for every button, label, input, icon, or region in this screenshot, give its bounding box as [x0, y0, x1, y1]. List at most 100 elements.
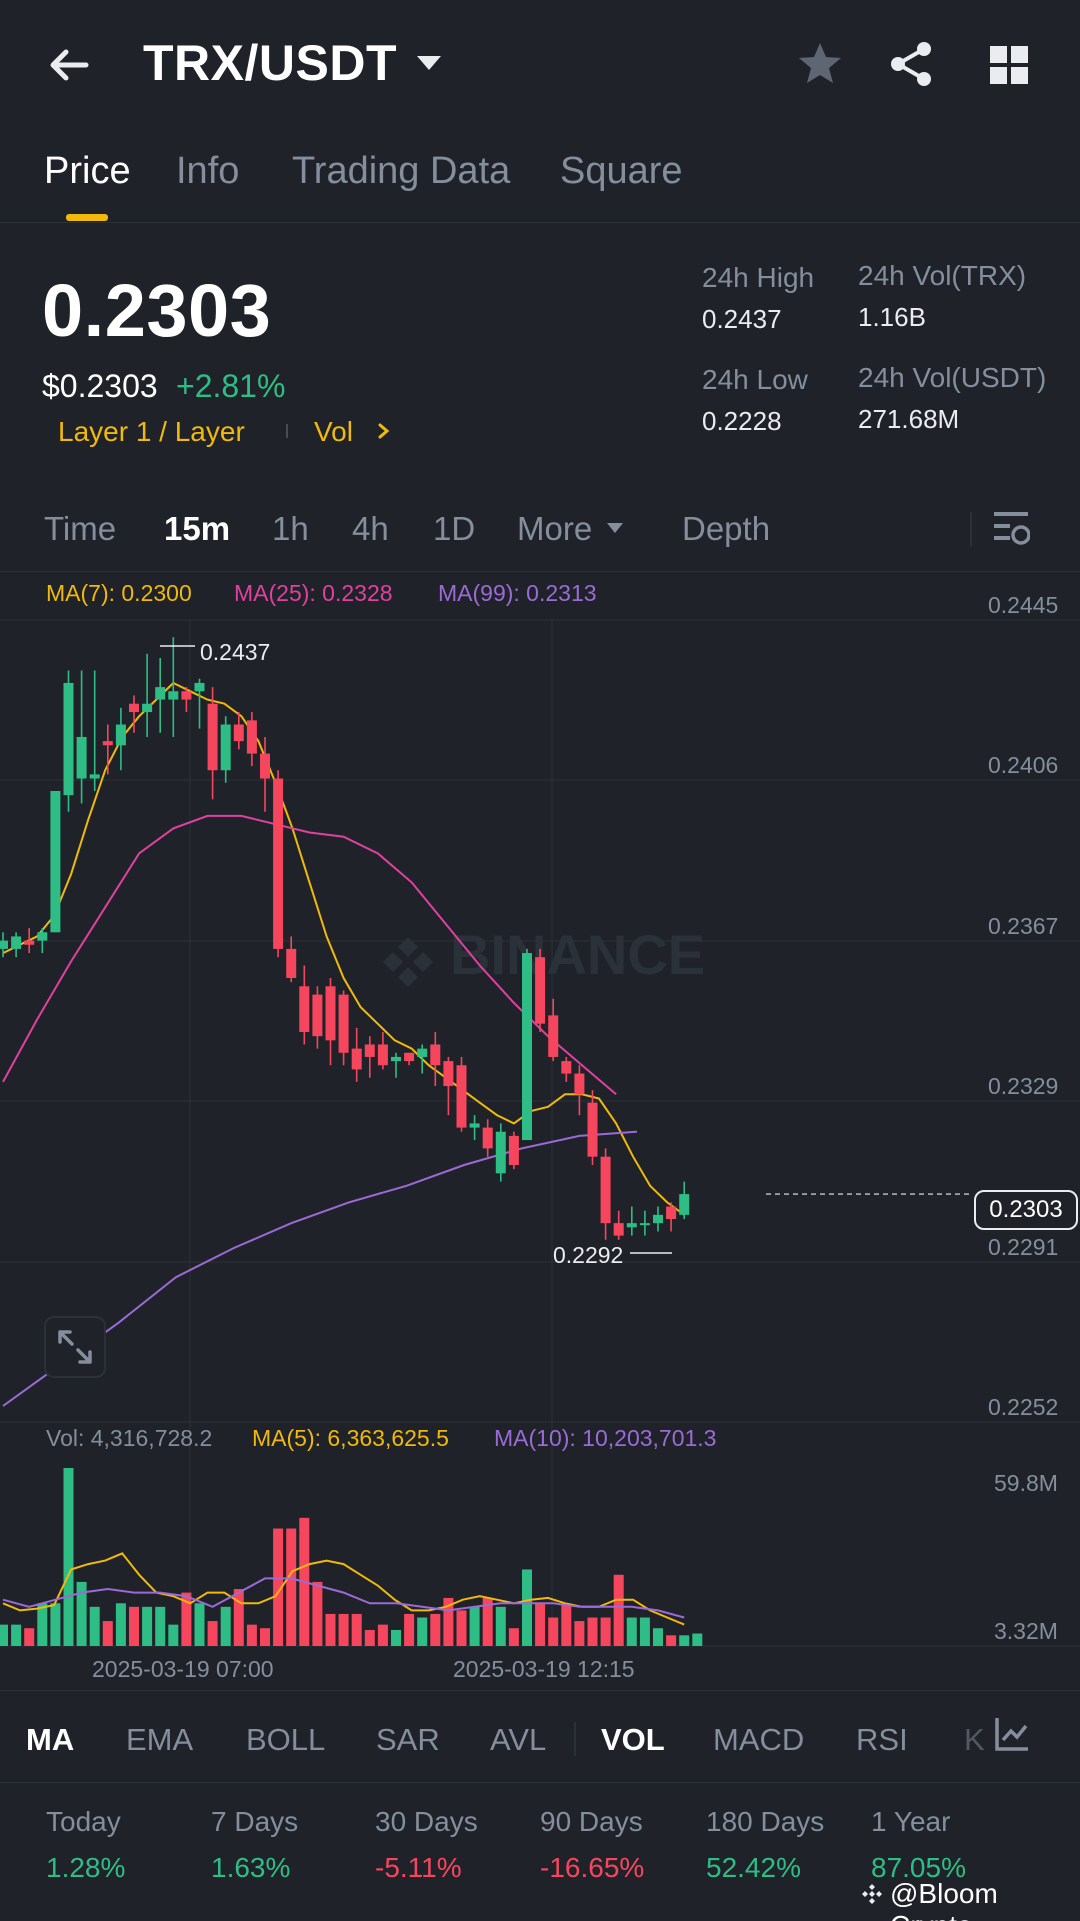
volume-bar — [443, 1597, 454, 1646]
indicator-ema[interactable]: EMA — [126, 1722, 194, 1757]
volume-bar — [233, 1589, 244, 1646]
volume-bar — [76, 1581, 87, 1646]
candle-body — [207, 703, 218, 771]
candle-body — [89, 774, 100, 779]
share-icon[interactable] — [888, 40, 934, 88]
ma25-line — [2, 814, 617, 1096]
tab-trading-data[interactable]: Trading Data — [292, 150, 511, 192]
volume-bar — [102, 1621, 113, 1646]
chevron-right-icon[interactable] — [376, 420, 392, 442]
last-price: 0.2303 — [42, 269, 272, 352]
candle-body — [600, 1156, 611, 1224]
ma7-legend: MA(7): 0.2300 — [46, 580, 192, 606]
back-arrow-icon[interactable] — [44, 40, 94, 90]
perf-label-7d: 7 Days — [211, 1806, 299, 1837]
bloom-crypto-watermark: @Bloom Crypto — [890, 1878, 998, 1921]
vol-ma5-legend: MA(5): 6,363,625.5 — [252, 1425, 449, 1451]
volume-bar — [666, 1635, 677, 1646]
volume-bar — [168, 1624, 179, 1646]
volume-bar — [63, 1468, 74, 1646]
candle-body — [574, 1073, 585, 1095]
candle-body — [653, 1214, 663, 1224]
star-icon[interactable] — [796, 40, 844, 88]
caret-down-icon[interactable] — [605, 521, 625, 535]
candle-body — [417, 1048, 428, 1057]
chart-settings-icon[interactable] — [994, 508, 1030, 548]
indicator-vol[interactable]: VOL — [601, 1722, 665, 1757]
volume-bar — [220, 1606, 231, 1646]
candle-body — [63, 682, 74, 796]
category-separator — [286, 424, 288, 438]
watermark-text: BINANCE — [450, 923, 705, 986]
interval-more[interactable]: More — [517, 510, 593, 547]
candle-body — [404, 1052, 415, 1062]
perf-label-1y: 1 Year — [871, 1806, 951, 1837]
volume-bar — [377, 1624, 388, 1646]
price-change-percent: +2.81% — [176, 368, 286, 404]
candle-body — [233, 724, 244, 742]
volume-bar — [11, 1624, 22, 1646]
volume-bar — [469, 1606, 480, 1646]
interval-1h[interactable]: 1h — [272, 510, 309, 547]
candle-body — [260, 753, 270, 779]
candle-body — [338, 994, 349, 1053]
volume-bar — [312, 1581, 323, 1646]
volume-bar — [246, 1624, 257, 1646]
interval-4h[interactable]: 4h — [352, 510, 389, 547]
candlestick-chart[interactable]: BINANCE 0.2437 0.2292 — [0, 572, 1080, 1652]
interval-time[interactable]: Time — [44, 510, 117, 547]
indicator-k[interactable]: K — [964, 1722, 985, 1757]
vol-link[interactable]: Vol — [314, 416, 353, 447]
vol-usdt-label: 24h Vol(USDT) — [858, 362, 1047, 393]
interval-1d[interactable]: 1D — [433, 510, 476, 547]
volume-bar — [495, 1606, 506, 1646]
tab-price[interactable]: Price — [44, 150, 131, 192]
indicator-macd[interactable]: MACD — [713, 1722, 805, 1757]
volume-bar — [155, 1606, 166, 1646]
volume-bar — [181, 1592, 192, 1646]
candle-body — [273, 778, 284, 949]
ma99-line — [2, 1130, 638, 1407]
candle-body — [76, 736, 87, 779]
grid-icon[interactable] — [988, 44, 1030, 86]
indicator-rsi[interactable]: RSI — [856, 1722, 908, 1757]
indicator-settings-icon[interactable] — [994, 1716, 1030, 1752]
perf-value-180d: 52.42% — [706, 1852, 801, 1883]
indicator-ma[interactable]: MA — [26, 1722, 75, 1757]
volume-bar — [207, 1621, 218, 1646]
tab-info[interactable]: Info — [176, 150, 240, 192]
candle-body — [430, 1044, 441, 1066]
candle-body — [286, 948, 297, 978]
usd-price: $0.2303 — [42, 368, 158, 404]
volume-bar — [417, 1617, 428, 1646]
interval-depth[interactable]: Depth — [682, 510, 771, 547]
candle-body — [312, 994, 323, 1037]
pair-title[interactable]: TRX/USDT — [143, 35, 397, 91]
perf-value-30d: -5.11% — [375, 1852, 462, 1883]
x-tick: 2025-03-19 12:15 — [453, 1656, 635, 1682]
tab-square[interactable]: Square — [560, 150, 683, 192]
x-tick: 2025-03-19 07:00 — [92, 1656, 274, 1682]
vol-ma10-legend: MA(10): 10,203,701.3 — [494, 1425, 717, 1451]
caret-down-icon[interactable] — [414, 52, 444, 74]
candle-body — [443, 1061, 454, 1087]
volume-bar — [535, 1603, 546, 1646]
volume-legend: Vol: 4,316,728.2 — [46, 1425, 213, 1451]
volume-bar — [142, 1606, 153, 1646]
candle-body — [325, 986, 336, 1041]
indicator-boll[interactable]: BOLL — [246, 1722, 326, 1757]
category-tag[interactable]: Layer 1 / Layer — [58, 416, 245, 447]
indicator-avl[interactable]: AVL — [490, 1722, 547, 1757]
candle-body — [50, 790, 61, 933]
ma99-legend: MA(99): 0.2313 — [438, 580, 597, 606]
interval-15m[interactable]: 15m — [164, 510, 231, 547]
indicator-sar[interactable]: SAR — [376, 1722, 440, 1757]
candle-body — [495, 1131, 506, 1174]
candle-body — [220, 724, 231, 771]
expand-button[interactable] — [44, 1316, 106, 1378]
current-price-tag: 0.2303 — [974, 1190, 1078, 1230]
volume-bar — [522, 1569, 532, 1646]
low-value: 0.2228 — [702, 406, 782, 436]
candle-body — [522, 953, 532, 1141]
volume-bar — [404, 1613, 415, 1646]
